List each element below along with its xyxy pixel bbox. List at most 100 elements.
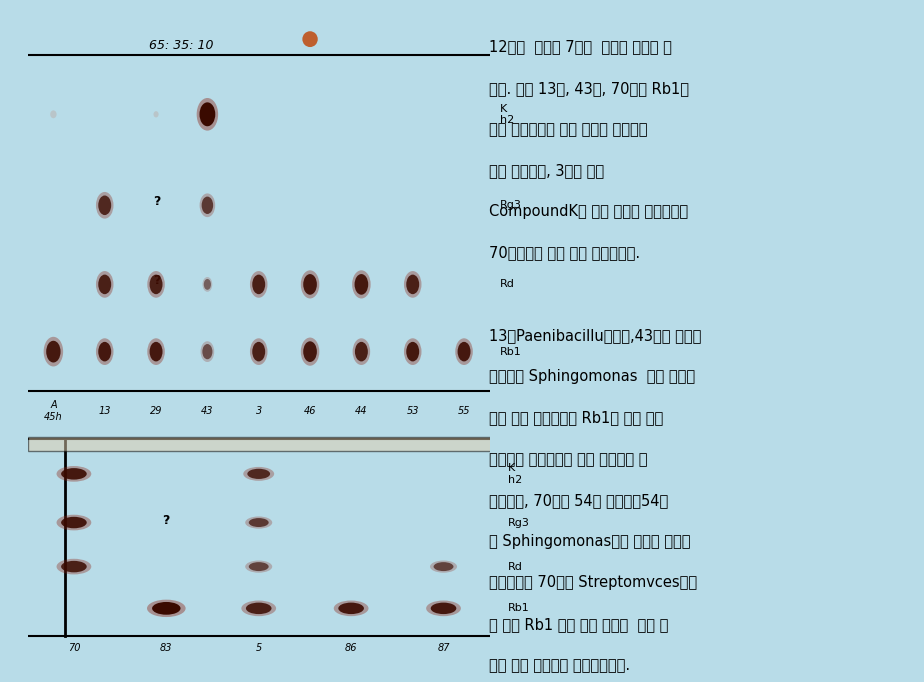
Text: ?: ?: [153, 274, 161, 287]
Ellipse shape: [404, 271, 421, 298]
Ellipse shape: [249, 271, 268, 298]
Ellipse shape: [334, 601, 369, 616]
Text: 데 서로 Rb1 분해 활성 정도나  분해 양: 데 서로 Rb1 분해 활성 정도나 분해 양: [489, 617, 669, 632]
Text: Rd: Rd: [508, 561, 523, 572]
Ellipse shape: [355, 342, 368, 361]
Ellipse shape: [301, 270, 320, 299]
Text: Rg3: Rg3: [508, 518, 530, 528]
Text: 29: 29: [150, 406, 163, 416]
Text: 13번Paenibacillu속이며,43번은 미확인: 13번Paenibacillu속이며,43번은 미확인: [489, 328, 701, 343]
Ellipse shape: [56, 515, 91, 531]
Ellipse shape: [407, 275, 419, 294]
Text: 것을 유추되며, 3균주 모두: 것을 유추되며, 3균주 모두: [489, 163, 604, 178]
Text: 43: 43: [201, 406, 213, 416]
Text: A
45h: A 45h: [44, 400, 63, 421]
Text: 44: 44: [355, 406, 368, 416]
Ellipse shape: [303, 274, 317, 295]
Text: K
h2: K h2: [508, 463, 522, 485]
Ellipse shape: [355, 274, 368, 295]
Text: 미생물이며 70번은 Streptomvces속인: 미생물이며 70번은 Streptomvces속인: [489, 576, 698, 591]
Text: 70: 70: [67, 642, 80, 653]
Ellipse shape: [147, 271, 164, 298]
Ellipse shape: [352, 270, 371, 299]
Text: 미생물로 Sphingomonas  속에 가까운: 미생물로 Sphingomonas 속에 가까운: [489, 370, 695, 384]
Ellipse shape: [96, 338, 114, 365]
Text: 65: 35: 10: 65: 35: 10: [150, 39, 214, 52]
Ellipse shape: [202, 344, 213, 359]
Ellipse shape: [245, 561, 273, 573]
Text: 타났으며, 70번과 54번 균주또한54번: 타났으며, 70번과 54번 균주또한54번: [489, 493, 668, 508]
Ellipse shape: [98, 342, 111, 361]
Text: 13: 13: [99, 406, 111, 416]
Ellipse shape: [245, 516, 273, 529]
Ellipse shape: [246, 603, 272, 614]
Ellipse shape: [404, 338, 421, 365]
Ellipse shape: [43, 337, 63, 366]
FancyBboxPatch shape: [28, 436, 508, 451]
Ellipse shape: [61, 561, 87, 572]
Ellipse shape: [243, 467, 274, 481]
Text: CompoundK를 생산 하였고 그중에서도: CompoundK를 생산 하였고 그중에서도: [489, 205, 688, 220]
Ellipse shape: [150, 342, 163, 361]
Ellipse shape: [302, 31, 318, 47]
Ellipse shape: [150, 275, 163, 294]
Ellipse shape: [152, 602, 180, 614]
Ellipse shape: [202, 277, 213, 292]
Ellipse shape: [200, 194, 215, 217]
Ellipse shape: [98, 275, 111, 294]
Text: K
h2: K h2: [500, 104, 515, 125]
Text: Rg3: Rg3: [500, 201, 522, 210]
Ellipse shape: [457, 342, 470, 361]
Text: 70번균주가 가장 많이 생산하였다.: 70번균주가 가장 많이 생산하였다.: [489, 246, 640, 261]
Text: Rb1: Rb1: [500, 346, 522, 357]
Ellipse shape: [46, 341, 61, 363]
Text: Rb1: Rb1: [508, 604, 530, 613]
Ellipse shape: [252, 342, 265, 361]
Text: 46: 46: [304, 406, 316, 416]
Ellipse shape: [61, 517, 87, 529]
Ellipse shape: [338, 603, 364, 614]
Text: ?: ?: [162, 514, 169, 527]
Ellipse shape: [407, 342, 419, 361]
Ellipse shape: [204, 279, 211, 290]
Text: Rd: Rd: [500, 280, 515, 289]
Text: 3: 3: [256, 406, 261, 416]
Ellipse shape: [96, 271, 114, 298]
Ellipse shape: [249, 518, 269, 527]
Text: 86: 86: [345, 642, 358, 653]
Ellipse shape: [249, 562, 269, 571]
Ellipse shape: [252, 275, 265, 294]
Ellipse shape: [50, 110, 56, 118]
Ellipse shape: [201, 196, 213, 214]
Ellipse shape: [197, 98, 218, 131]
Ellipse shape: [431, 603, 456, 614]
Ellipse shape: [56, 559, 91, 574]
Text: 83: 83: [160, 642, 173, 653]
Text: 였다. 그중 13번, 43번, 70번이 Rb1이: 였다. 그중 13번, 43번, 70번이 Rb1이: [489, 80, 689, 95]
Text: 거의 없는것으로 보아 활성이 가장좋은: 거의 없는것으로 보아 활성이 가장좋은: [489, 122, 648, 137]
Text: 상이 매우 흡사하게 분석되어졌다.: 상이 매우 흡사하게 분석되어졌다.: [489, 658, 630, 673]
Ellipse shape: [249, 338, 268, 365]
Ellipse shape: [426, 601, 461, 616]
Ellipse shape: [200, 102, 215, 126]
Ellipse shape: [201, 341, 214, 362]
Text: 87: 87: [437, 642, 450, 653]
Ellipse shape: [61, 468, 87, 479]
Ellipse shape: [147, 599, 186, 617]
Ellipse shape: [153, 111, 159, 117]
Ellipse shape: [433, 562, 454, 571]
Ellipse shape: [301, 338, 320, 366]
Text: 반응이나 활성정도가 매우 흡사하게 나: 반응이나 활성정도가 매우 흡사하게 나: [489, 451, 648, 466]
Ellipse shape: [430, 561, 457, 573]
Text: ?: ?: [153, 195, 161, 208]
Ellipse shape: [248, 469, 270, 479]
Text: 53: 53: [407, 406, 419, 416]
Ellipse shape: [147, 338, 164, 365]
Ellipse shape: [96, 192, 114, 219]
Ellipse shape: [456, 338, 473, 365]
Ellipse shape: [56, 466, 91, 481]
Ellipse shape: [241, 601, 276, 616]
Text: 12개의  균주중 7개의  균주가 반응을 보: 12개의 균주중 7개의 균주가 반응을 보: [489, 40, 672, 55]
Text: 서로 다른 균주이지만 Rb1에 대한 분해: 서로 다른 균주이지만 Rb1에 대한 분해: [489, 411, 663, 426]
Text: 은 Sphingomonas속에 가까운 미확인: 은 Sphingomonas속에 가까운 미확인: [489, 534, 690, 549]
